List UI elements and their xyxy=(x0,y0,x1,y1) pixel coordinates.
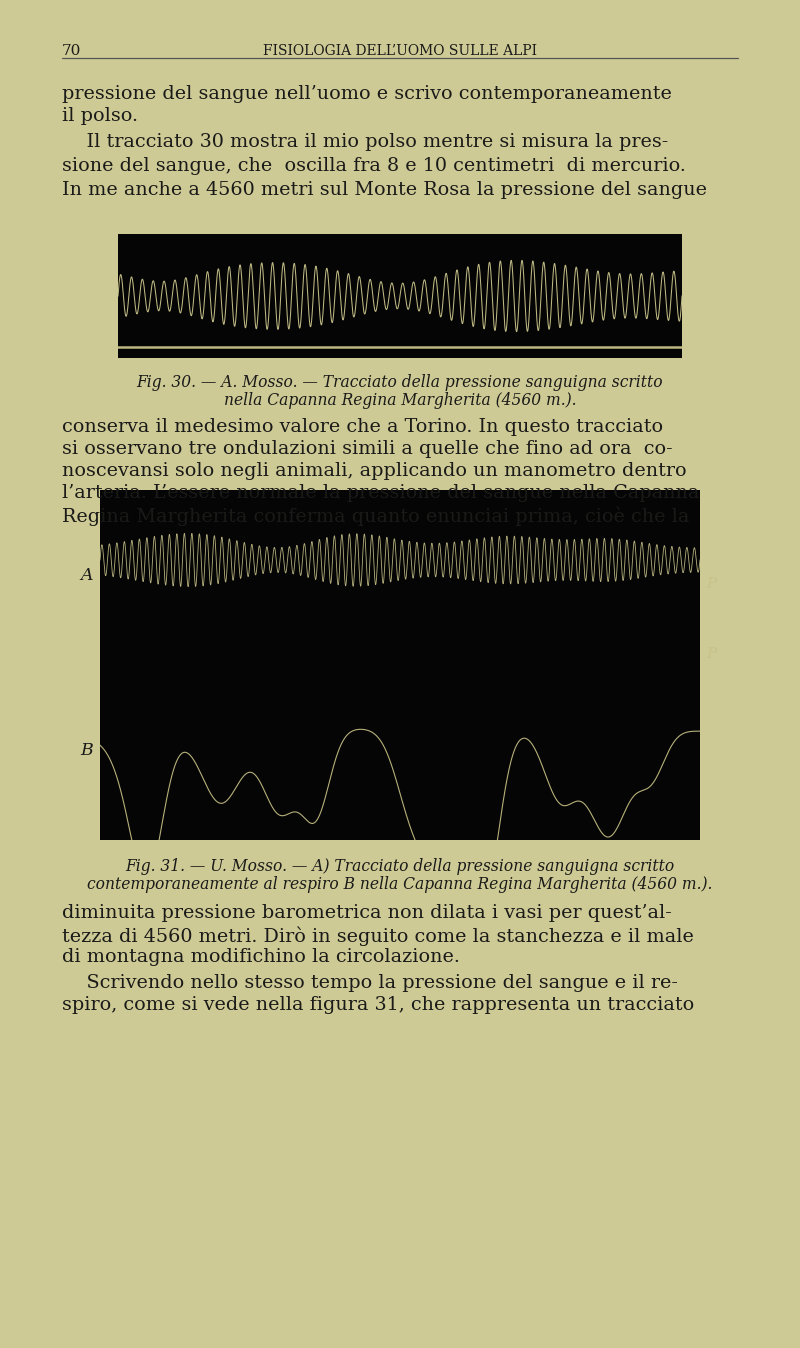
Text: si osservano tre ondulazioni simili a quelle che fino ad ora  co-: si osservano tre ondulazioni simili a qu… xyxy=(62,439,673,458)
Text: contemporaneamente al respiro B nella Capanna Regina Margherita (4560 m.).: contemporaneamente al respiro B nella Ca… xyxy=(87,876,713,892)
Text: Scrivendo nello stesso tempo la pressione del sangue e il re-: Scrivendo nello stesso tempo la pression… xyxy=(62,975,678,992)
Text: diminuita pressione barometrica non dilata i vasi per quest’al-: diminuita pressione barometrica non dila… xyxy=(62,905,672,922)
Text: Regina Margherita conferma quanto enunciai prima, cioè che la: Regina Margherita conferma quanto enunci… xyxy=(62,506,690,526)
Text: In me anche a 4560 metri sul Monte Rosa la pressione del sangue: In me anche a 4560 metri sul Monte Rosa … xyxy=(62,181,707,200)
Bar xyxy=(118,235,682,359)
Text: pressione del sangue nell’uomo e scrivo contemporaneamente: pressione del sangue nell’uomo e scrivo … xyxy=(62,85,672,102)
Text: spiro, come si vede nella figura 31, che rappresenta un tracciato: spiro, come si vede nella figura 31, che… xyxy=(62,996,694,1014)
Text: l’arteria. L’essere normale la pressione del sangue nella Capanna: l’arteria. L’essere normale la pressione… xyxy=(62,484,699,501)
Text: sione del sangue, che  oscilla fra 8 e 10 centimetri  di mercurio.: sione del sangue, che oscilla fra 8 e 10… xyxy=(62,156,686,175)
Text: A: A xyxy=(80,568,93,584)
Text: Fig. 31. — U. Mosso. — A) Tracciato della pressione sanguigna scritto: Fig. 31. — U. Mosso. — A) Tracciato dell… xyxy=(126,857,674,875)
Text: di montagna modifichino la circolazione.: di montagna modifichino la circolazione. xyxy=(62,948,460,967)
Text: il polso.: il polso. xyxy=(62,106,138,125)
Text: P: P xyxy=(706,577,716,590)
Bar xyxy=(100,491,700,840)
Text: B: B xyxy=(80,741,93,759)
Text: 70: 70 xyxy=(62,44,82,58)
Text: tezza di 4560 metri. Dirò in seguito come la stanchezza e il male: tezza di 4560 metri. Dirò in seguito com… xyxy=(62,926,694,945)
Text: conserva il medesimo valore che a Torino. In questo tracciato: conserva il medesimo valore che a Torino… xyxy=(62,418,663,435)
Text: nella Capanna Regina Margherita (4560 m.).: nella Capanna Regina Margherita (4560 m.… xyxy=(224,392,576,408)
Text: noscevansi solo negli animali, applicando un manometro dentro: noscevansi solo negli animali, applicand… xyxy=(62,462,686,480)
Text: Il tracciato 30 mostra il mio polso mentre si misura la pres-: Il tracciato 30 mostra il mio polso ment… xyxy=(62,133,668,151)
Text: P: P xyxy=(706,647,716,661)
Text: Fig. 30. — A. Mosso. — Tracciato della pressione sanguigna scritto: Fig. 30. — A. Mosso. — Tracciato della p… xyxy=(137,373,663,391)
Text: FISIOLOGIA DELL’UOMO SULLE ALPI: FISIOLOGIA DELL’UOMO SULLE ALPI xyxy=(263,44,537,58)
